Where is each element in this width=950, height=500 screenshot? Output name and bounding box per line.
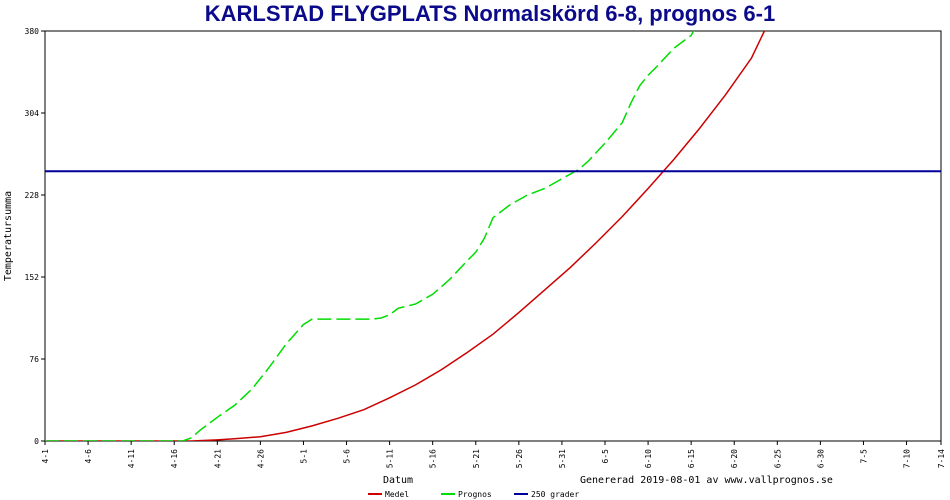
- x-tick-label: 4-26: [256, 449, 265, 468]
- legend-entry: 250 grader: [531, 490, 579, 499]
- x-tick-label: 6-20: [730, 449, 739, 468]
- x-tick-label: 6-5: [601, 449, 610, 464]
- generated-note: Genererad 2019-08-01 av www.vallprognos.…: [580, 475, 833, 486]
- x-axis-label: Datum: [383, 475, 413, 486]
- y-tick-label: 152: [25, 273, 40, 282]
- x-tick-label: 7-5: [859, 449, 868, 464]
- x-tick-label: 4-6: [84, 449, 93, 464]
- x-tick-label: 4-21: [213, 449, 222, 468]
- chart-title: KARLSTAD FLYGPLATS Normalskörd 6-8, prog…: [204, 1, 776, 26]
- x-tick-label: 4-16: [170, 449, 179, 468]
- x-tick-label: 5-1: [299, 449, 308, 464]
- x-tick-label: 5-31: [558, 449, 567, 468]
- x-tick-label: 6-15: [687, 449, 696, 468]
- x-tick-label: 5-11: [386, 449, 395, 468]
- x-tick-label: 7-10: [903, 449, 912, 468]
- y-tick-label: 228: [25, 191, 40, 200]
- x-tick-label: 5-26: [515, 449, 524, 468]
- labels: Datum Temperatursumma Genererad 2019-08-…: [3, 191, 833, 486]
- legend-entry: Prognos: [458, 490, 492, 499]
- x-tick-label: 6-25: [773, 449, 782, 468]
- x-tick-label: 5-16: [429, 449, 438, 468]
- y-tick-label: 76: [29, 355, 39, 364]
- series-line-prognos: [45, 31, 695, 441]
- x-tick-label: 6-30: [816, 449, 825, 468]
- y-tick-label: 0: [34, 437, 39, 446]
- series-line-medel: [45, 31, 766, 441]
- axes: 0 76 152 228 304 380 4-1 4-6 4-11 4-16 4-21 4-26 5-1…: [25, 27, 946, 468]
- y-tick-label: 304: [25, 109, 40, 118]
- x-tick-label: 7-14: [937, 449, 946, 468]
- x-tick-label: 4-11: [127, 449, 136, 468]
- x-tick-label: 5-6: [343, 449, 352, 464]
- legend: Medel Prognos 250 grader: [368, 490, 579, 499]
- y-tick-label: 380: [25, 27, 40, 36]
- legend-entry: Medel: [385, 490, 409, 499]
- x-tick-label: 5-21: [472, 449, 481, 468]
- series-layer: [45, 31, 941, 441]
- plot-frame: [44, 30, 942, 442]
- y-axis-label: Temperatursumma: [3, 191, 14, 281]
- x-tick-label: 6-10: [644, 449, 653, 468]
- x-tick-label: 4-1: [41, 449, 50, 464]
